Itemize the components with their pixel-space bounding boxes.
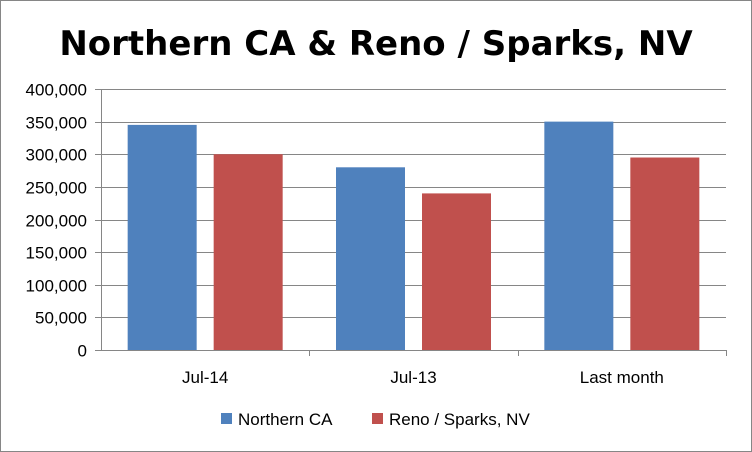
chart-title: Northern CA & Reno / Sparks, NV bbox=[59, 24, 693, 64]
y-tick-label: 350,000 bbox=[26, 114, 87, 133]
legend-label: Reno / Sparks, NV bbox=[389, 410, 530, 429]
y-tick-label: 50,000 bbox=[35, 309, 87, 328]
x-tick-label: Jul-13 bbox=[390, 368, 436, 387]
y-tick-label: 100,000 bbox=[26, 277, 87, 296]
legend-label: Northern CA bbox=[238, 410, 333, 429]
y-tick-label: 400,000 bbox=[26, 81, 87, 100]
y-tick-label: 0 bbox=[78, 342, 87, 361]
bar-reno-sparks-nv-last-month bbox=[630, 157, 700, 350]
x-tick-label: Last month bbox=[580, 368, 664, 387]
bar-reno-sparks-nv-jul-14 bbox=[213, 154, 283, 350]
y-tick-label: 200,000 bbox=[26, 212, 87, 231]
bars bbox=[127, 121, 700, 350]
legend-swatch bbox=[221, 413, 232, 424]
gridlines bbox=[101, 89, 726, 318]
legend-swatch bbox=[372, 413, 383, 424]
y-tick-label: 250,000 bbox=[26, 179, 87, 198]
legend: Northern CA Reno / Sparks, NV bbox=[221, 410, 530, 429]
bar-northern-ca-jul-13 bbox=[336, 167, 405, 350]
x-tick-label: Jul-14 bbox=[182, 368, 228, 387]
y-tick-label: 150,000 bbox=[26, 244, 87, 263]
bar-northern-ca-jul-14 bbox=[127, 124, 197, 350]
axes: 0 50,000 100,000 150,000 200,000 250,000 300,0… bbox=[26, 81, 727, 387]
bar-northern-ca-last-month bbox=[544, 121, 614, 350]
y-tick-label: 300,000 bbox=[26, 146, 87, 165]
bar-reno-sparks-nv-jul-13 bbox=[422, 193, 491, 350]
